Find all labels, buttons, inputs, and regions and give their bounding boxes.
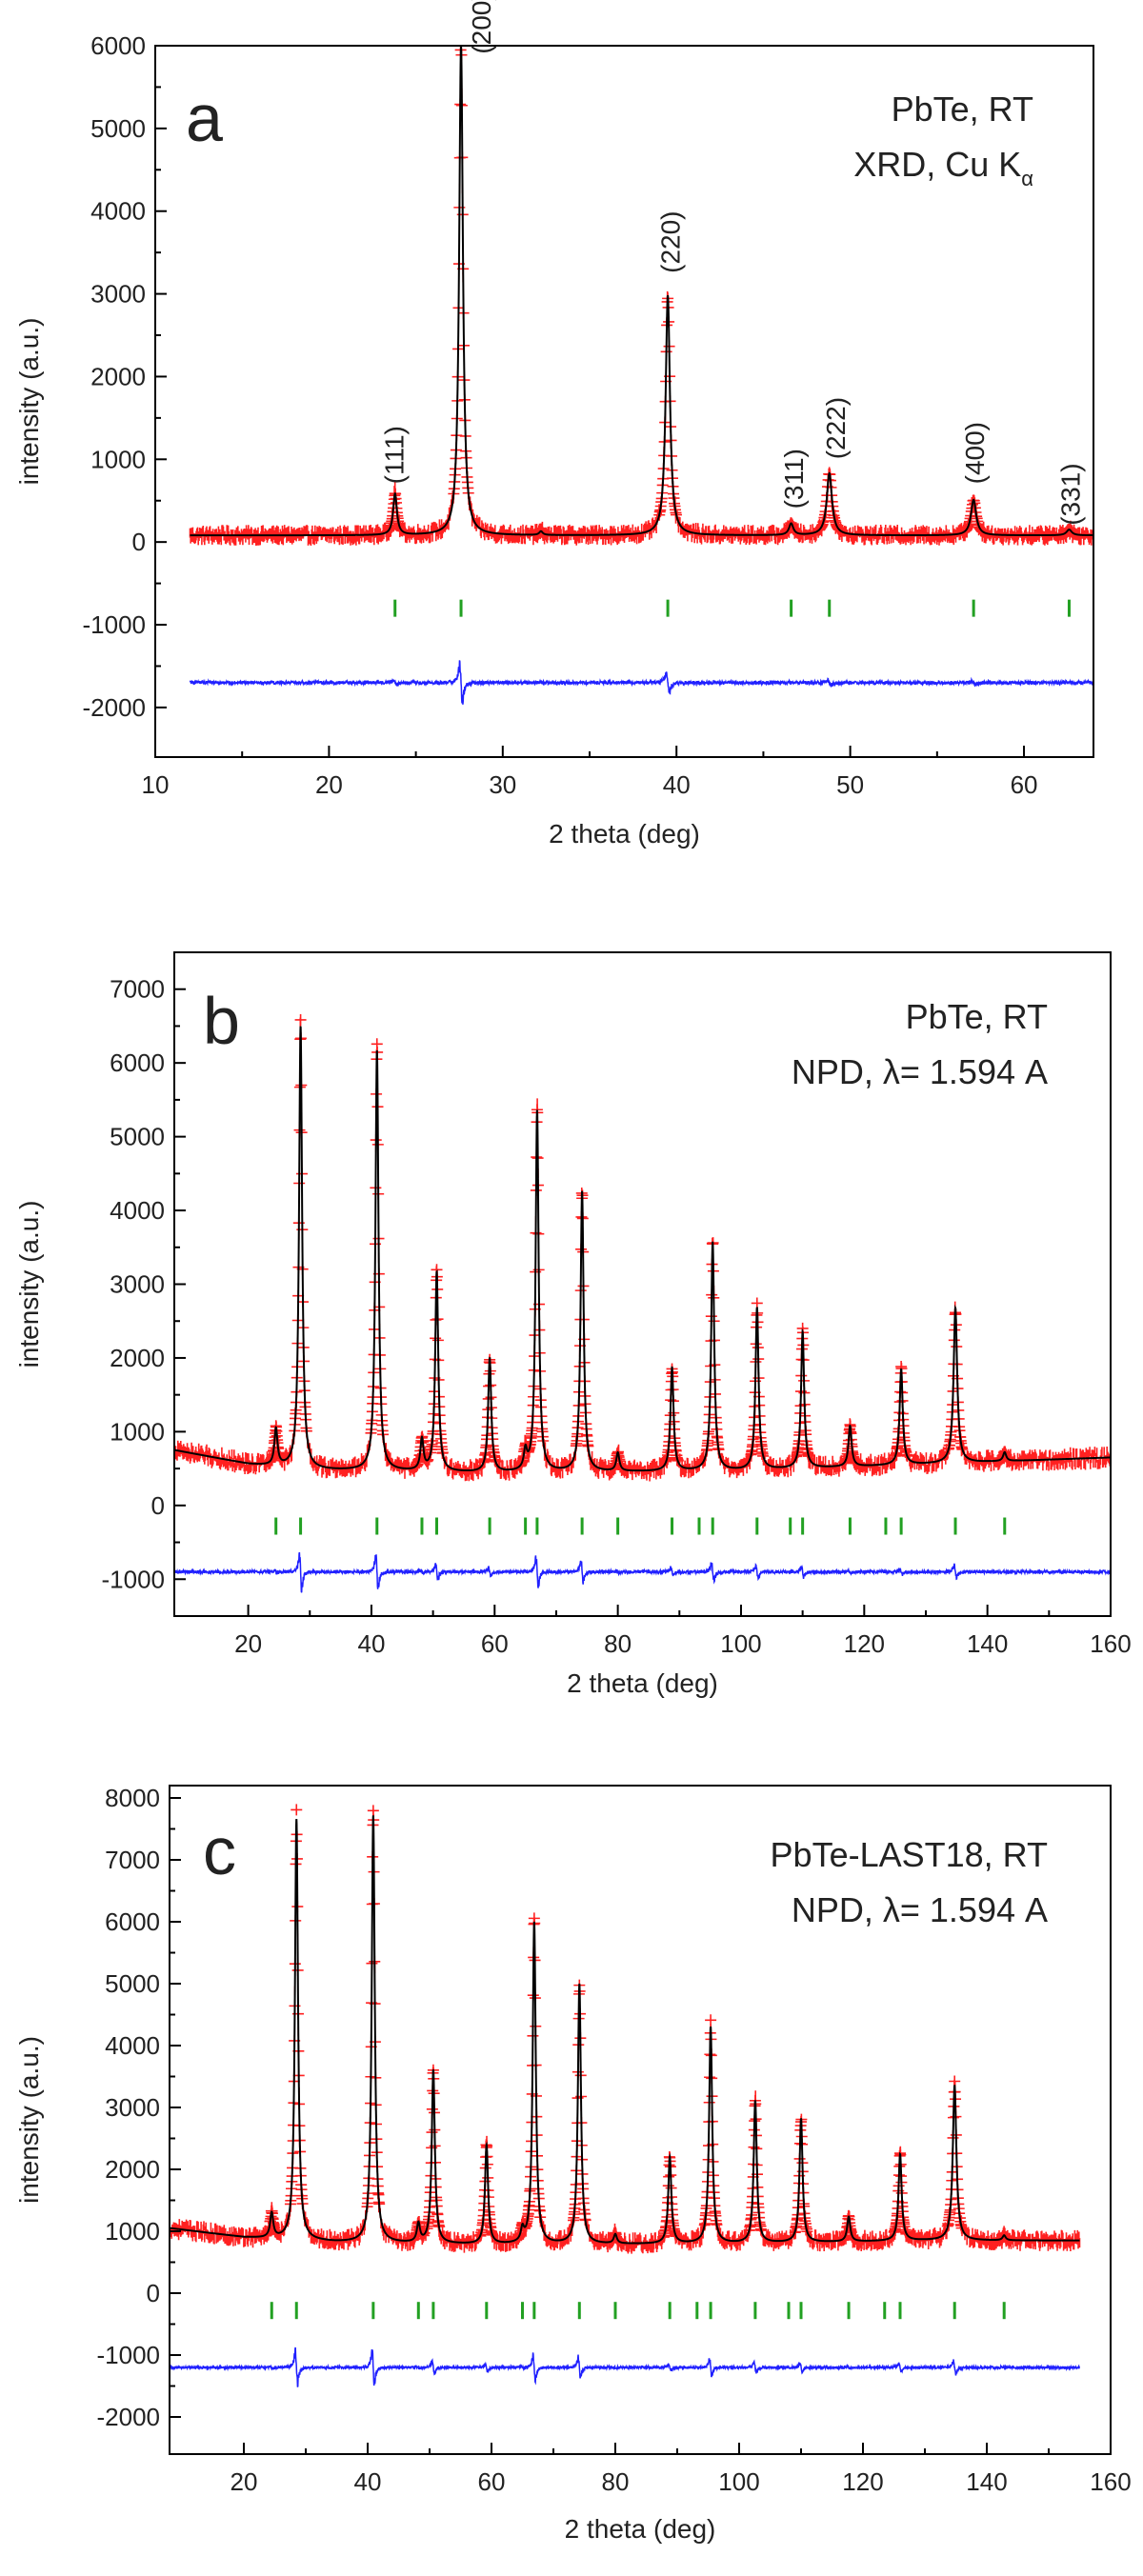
panel-letter: b xyxy=(203,984,240,1058)
plot-frame xyxy=(169,1785,1112,2455)
y-tick-label: 6000 xyxy=(90,31,146,60)
x-tick-label: 20 xyxy=(234,1629,262,1658)
y-tick-label: 2000 xyxy=(110,1344,165,1372)
x-tick-label: 140 xyxy=(966,2467,1007,2496)
y-tick-label: -2000 xyxy=(83,693,147,722)
y-tick-label: -1000 xyxy=(83,610,147,639)
hkl-label: (111) xyxy=(380,426,410,484)
calculated-series xyxy=(174,1026,1111,1472)
x-tick-label: 100 xyxy=(720,1629,761,1658)
y-tick-label: 5000 xyxy=(105,1969,160,1998)
y-tick-label: 3000 xyxy=(90,280,146,309)
y-tick-label: 1000 xyxy=(110,1417,165,1446)
panel-letter: c xyxy=(203,1814,236,1888)
annotation-line-2: XRD, Cu Kα xyxy=(853,145,1033,190)
y-tick-label: 1000 xyxy=(90,445,146,473)
y-tick-label: 4000 xyxy=(110,1196,165,1225)
y-tick-label: -2000 xyxy=(97,2403,161,2431)
y-tick-label: 4000 xyxy=(105,2031,160,2060)
panel-b: 20 40 60 80 100 120 140 160 -1000 0 1000 2000 3000 40… xyxy=(14,951,1132,1698)
y-tick-label: 4000 xyxy=(90,197,146,226)
x-tick-label: 10 xyxy=(142,770,170,799)
hkl-label: (331) xyxy=(1055,463,1085,525)
panel-c: 20 40 60 80 100 120 140 160 -2000 -1000 0 1000 2000 3… xyxy=(14,1784,1132,2544)
y-tick-label: 5000 xyxy=(90,114,146,143)
x-tick-label: 120 xyxy=(842,2467,883,2496)
x-tick-label: 40 xyxy=(663,770,691,799)
y-tick-label: 1000 xyxy=(105,2217,160,2246)
y-tick-label: 6000 xyxy=(105,1907,160,1936)
x-tick-label: 160 xyxy=(1090,2467,1131,2496)
difference-series xyxy=(174,1551,1111,1593)
y-axis-label: intensity (a.u.) xyxy=(14,1201,44,1368)
y-tick-label: 7000 xyxy=(110,975,165,1004)
x-tick-label: 50 xyxy=(836,770,864,799)
x-tick-label: 40 xyxy=(357,1629,385,1658)
panel-letter: a xyxy=(186,81,223,155)
y-tick-label: 5000 xyxy=(110,1123,165,1151)
x-tick-label: 60 xyxy=(478,2467,506,2496)
annotation-line-1: PbTe, RT xyxy=(892,90,1033,129)
y-axis-label: intensity (a.u.) xyxy=(14,2036,44,2204)
y-tick-label: 2000 xyxy=(105,2155,160,2184)
y-tick-label: 3000 xyxy=(110,1270,165,1299)
hkl-label: (222) xyxy=(821,397,851,459)
annotation-line-2: NPD, λ= 1.594 A xyxy=(792,1052,1048,1091)
y-tick-label: -1000 xyxy=(102,1565,166,1593)
y-tick-label: 3000 xyxy=(105,2093,160,2122)
x-tick-label: 20 xyxy=(231,2467,258,2496)
x-tick-label: 30 xyxy=(489,770,516,799)
bragg-ticks xyxy=(393,599,1071,617)
y-tick-label: -1000 xyxy=(97,2341,161,2369)
x-tick-label: 80 xyxy=(604,1629,632,1658)
hkl-label: (220) xyxy=(656,210,686,272)
x-axis-label: 2 theta (deg) xyxy=(567,1668,718,1698)
x-tick-label: 140 xyxy=(967,1629,1008,1658)
difference-series xyxy=(189,660,1093,705)
panel-a: 10 20 30 40 50 60 -2000 -1000 0 1000 2000 3000 4000 5… xyxy=(14,0,1094,849)
annotation-subscript: α xyxy=(1021,167,1033,190)
annotation-line-1: PbTe-LAST18, RT xyxy=(771,1835,1048,1874)
plot-frame xyxy=(154,45,1094,758)
annotation-line-2: NPD, λ= 1.594 A xyxy=(792,1890,1048,1929)
y-tick-label: 0 xyxy=(147,2279,160,2307)
hkl-label: (400) xyxy=(960,422,990,484)
x-tick-label: 120 xyxy=(844,1629,885,1658)
annotation-line-1: PbTe, RT xyxy=(906,997,1048,1036)
calculated-series xyxy=(190,46,1093,537)
calculated-series xyxy=(170,1815,1080,2245)
difference-series xyxy=(170,2346,1081,2387)
bragg-ticks xyxy=(274,1517,1007,1535)
y-tick-label: 7000 xyxy=(105,1846,160,1874)
y-tick-label: 2000 xyxy=(90,362,146,390)
y-axis-label: intensity (a.u.) xyxy=(14,318,44,486)
x-axis-label: 2 theta (deg) xyxy=(565,2514,716,2544)
y-tick-label: 6000 xyxy=(110,1048,165,1077)
x-tick-label: 60 xyxy=(481,1629,509,1658)
x-tick-label: 40 xyxy=(354,2467,382,2496)
x-axis-label: 2 theta (deg) xyxy=(549,819,700,849)
x-tick-label: 60 xyxy=(1011,770,1038,799)
bragg-ticks xyxy=(270,2302,1006,2320)
hkl-label: (200) xyxy=(467,0,496,54)
observed-band xyxy=(170,1810,1081,2254)
y-tick-label: 0 xyxy=(132,528,146,556)
x-tick-label: 20 xyxy=(315,770,343,799)
hkl-label: (311) xyxy=(779,449,809,509)
y-tick-label: 0 xyxy=(151,1491,165,1520)
x-tick-label: 160 xyxy=(1090,1629,1131,1658)
x-tick-label: 100 xyxy=(718,2467,759,2496)
y-tick-label: 8000 xyxy=(105,1784,160,1812)
x-tick-label: 80 xyxy=(602,2467,630,2496)
